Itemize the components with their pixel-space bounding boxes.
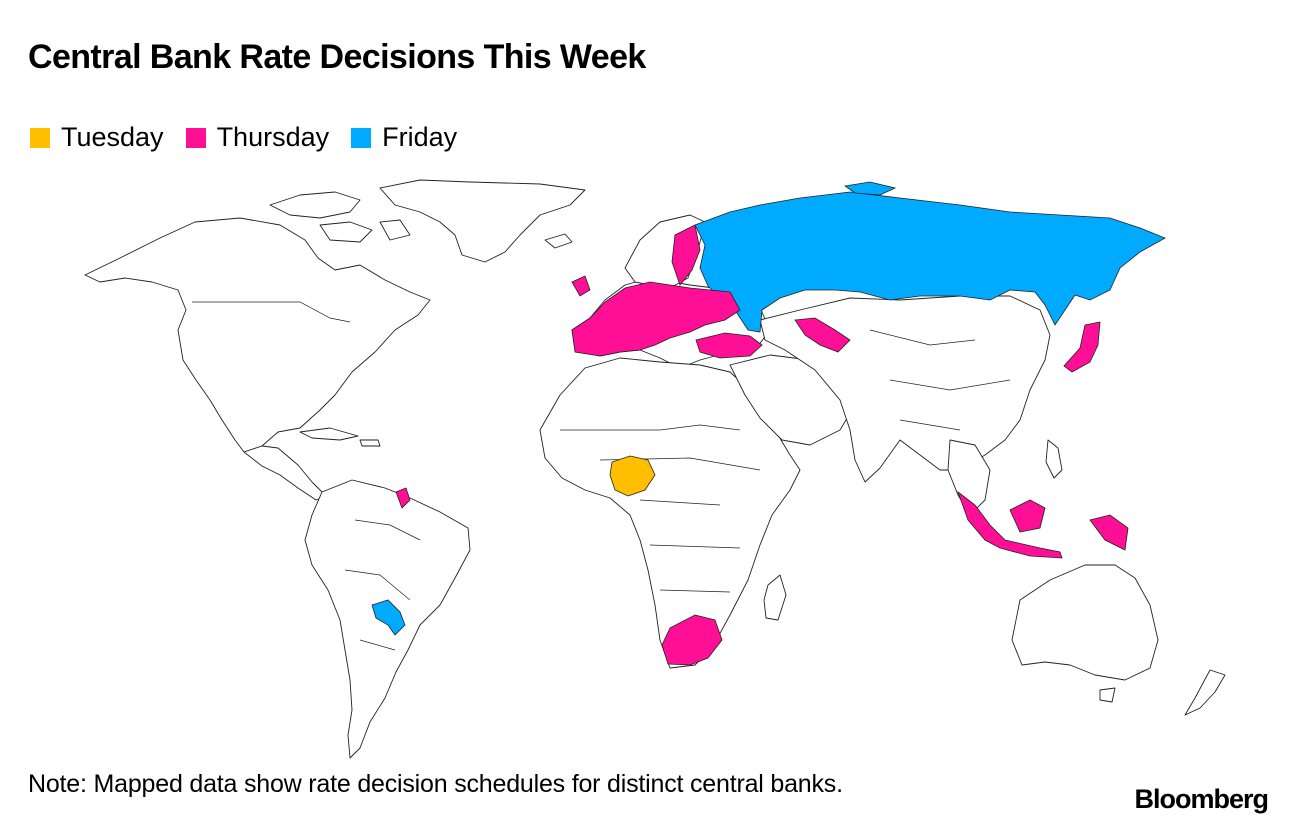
- arctic-islands: [269, 191, 411, 243]
- region-norway: [671, 224, 701, 286]
- us-canada-border: [192, 301, 351, 323]
- central-america: [243, 445, 327, 501]
- region-indonesia: [957, 490, 1129, 559]
- region-europe: [571, 281, 741, 357]
- africa: [539, 357, 801, 669]
- region-paraguay: [371, 599, 406, 636]
- iceland: [544, 233, 573, 249]
- map-title: Central Bank Rate Decisions This Week: [28, 38, 646, 76]
- madagascar: [763, 574, 787, 621]
- greenland: [379, 179, 586, 263]
- legend-swatch-friday: [351, 127, 372, 148]
- tasmania: [1099, 687, 1116, 703]
- region-turkey: [695, 332, 763, 359]
- region-south-africa: [661, 614, 723, 666]
- legend-item-thursday: Thursday: [185, 122, 330, 153]
- new-zealand: [1184, 669, 1226, 716]
- region-russia: [694, 191, 1166, 333]
- caribbean: [299, 427, 381, 447]
- legend-swatch-tuesday: [30, 127, 50, 148]
- region-suriname: [395, 487, 411, 509]
- southeast-asia: [947, 439, 991, 516]
- africa-borders: [560, 424, 761, 593]
- legend: Tuesday Thursday Friday: [30, 122, 479, 153]
- legend-item-tuesday: Tuesday: [30, 122, 164, 153]
- legend-label-friday: Friday: [382, 122, 458, 152]
- philippines: [1045, 439, 1063, 479]
- australia: [1011, 564, 1159, 681]
- map-note: Note: Mapped data show rate decision sch…: [28, 770, 843, 798]
- legend-item-friday: Friday: [351, 122, 457, 153]
- region-uzbekistan: [794, 317, 851, 353]
- region-japan: [1063, 321, 1101, 373]
- legend-label-tuesday: Tuesday: [61, 122, 164, 152]
- legend-label-thursday: Thursday: [216, 122, 330, 152]
- world-map: [84, 179, 1226, 759]
- region-uk: [571, 275, 591, 297]
- south-america-borders: [344, 519, 421, 651]
- asia-borders: [869, 329, 1011, 431]
- legend-swatch-thursday: [185, 127, 206, 148]
- region-russia-island: [843, 181, 897, 196]
- north-america: [84, 217, 431, 453]
- region-nigeria: [609, 455, 656, 497]
- bloomberg-logo: Bloomberg: [1134, 784, 1269, 814]
